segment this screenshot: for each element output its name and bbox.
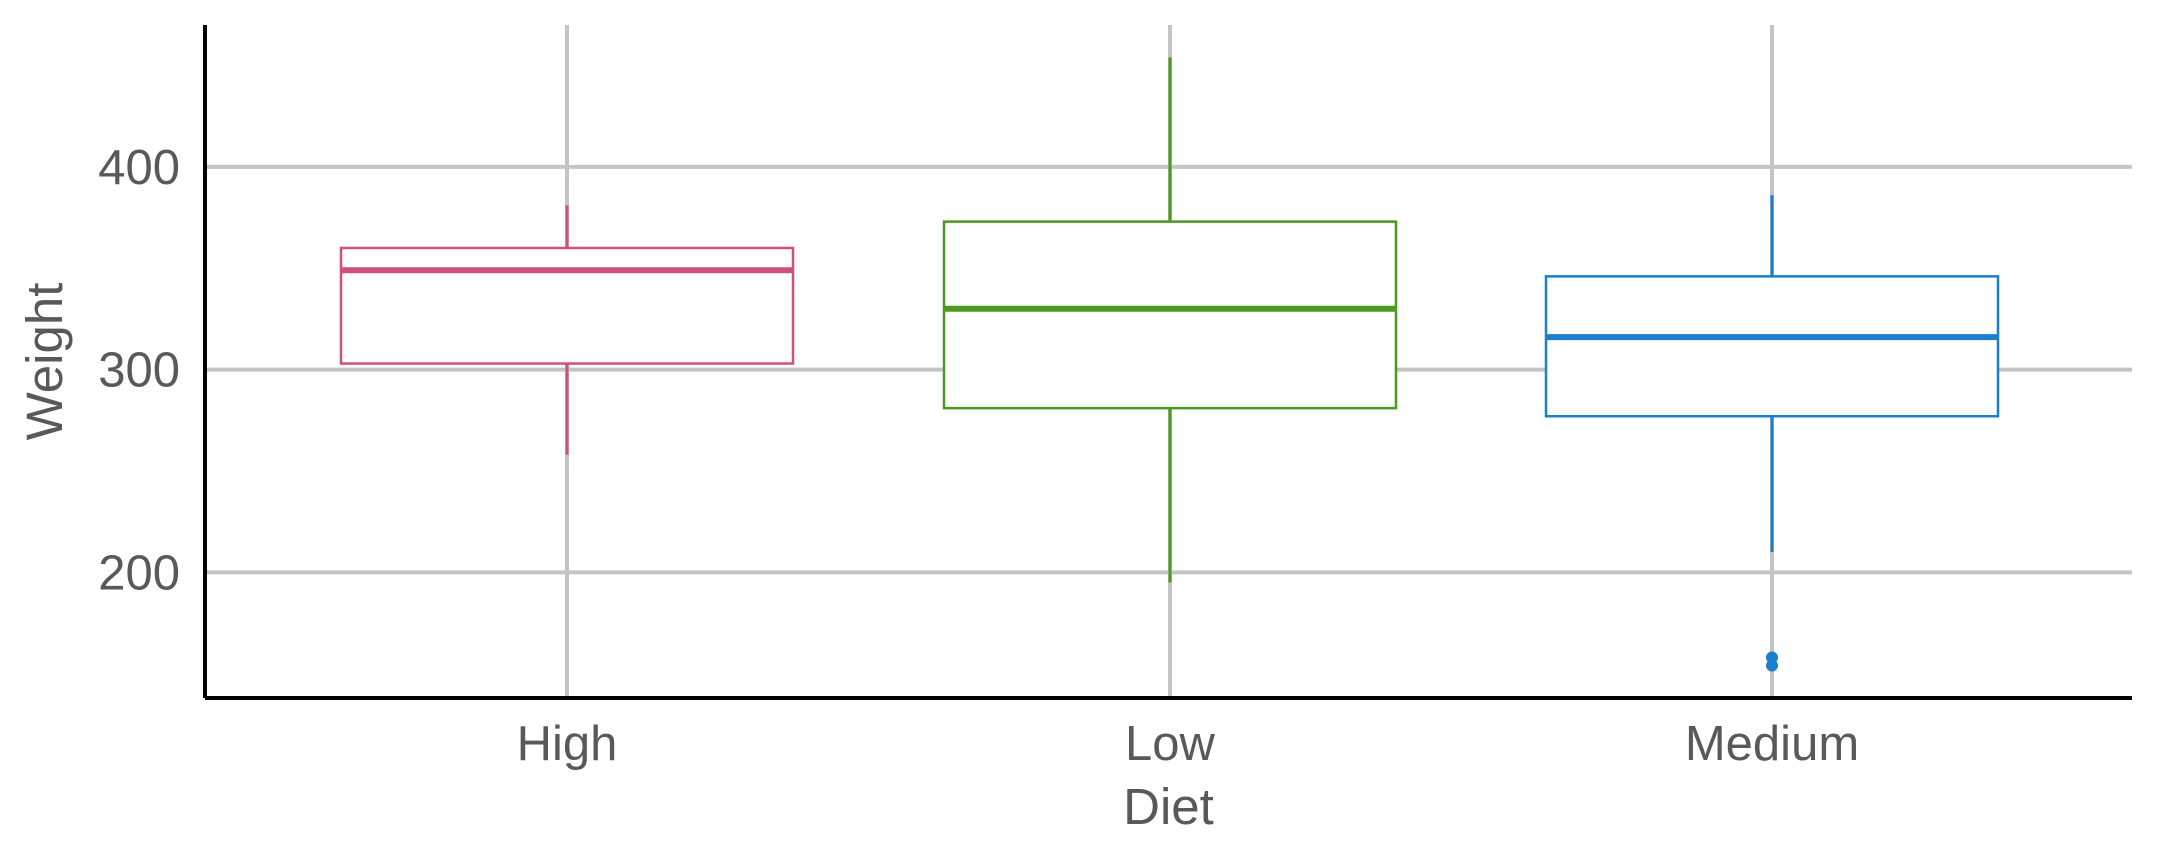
y-tick-label-300: 300: [98, 344, 180, 398]
box-high: [339, 205, 795, 455]
box-medium: [1544, 195, 2000, 672]
x-tick-label-low: Low: [1125, 717, 1216, 771]
iqr-box-low: [942, 220, 1398, 410]
x-tick-label-medium: Medium: [1685, 717, 1859, 771]
iqr-box-high: [339, 246, 795, 365]
y-axis-title: Weight: [16, 283, 73, 441]
tick-labels: 200 300 400 High Low Medium: [98, 141, 1859, 771]
x-tick-label-high: High: [517, 717, 618, 771]
y-tick-label-200: 200: [98, 546, 180, 600]
outlier-point-medium-1: [1766, 659, 1778, 672]
x-axis-title: Diet: [1123, 778, 1214, 835]
boxes: [339, 57, 2000, 672]
iqr-box-medium: [1544, 275, 2000, 418]
box-low: [942, 57, 1398, 583]
axes: [203, 25, 2132, 700]
y-tick-label-400: 400: [98, 141, 180, 195]
